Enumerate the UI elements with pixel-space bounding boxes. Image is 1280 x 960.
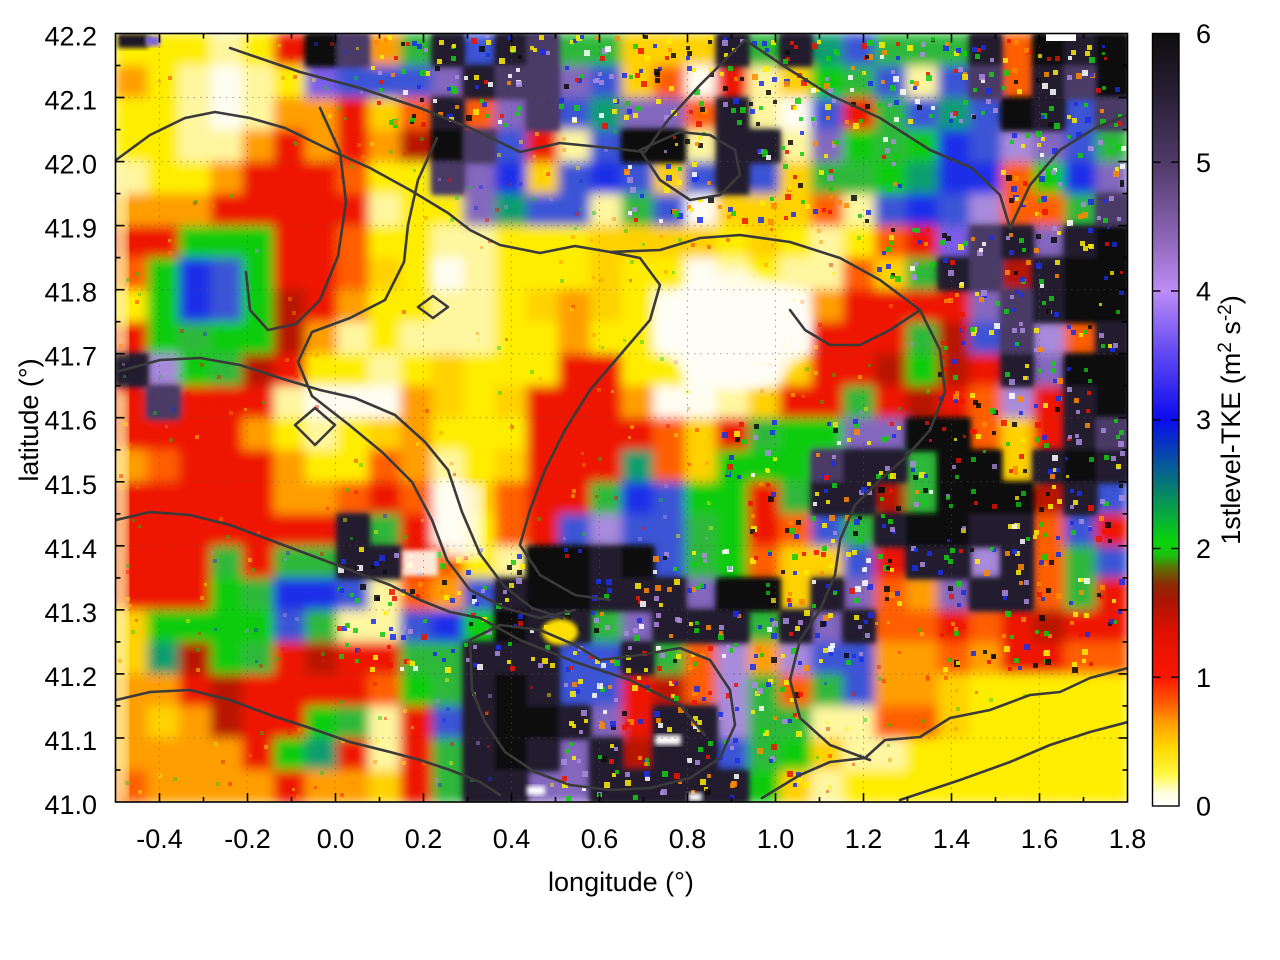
svg-text:6: 6 — [1196, 19, 1211, 49]
svg-text:0.4: 0.4 — [493, 824, 531, 854]
svg-text:longitude (°): longitude (°) — [548, 867, 694, 897]
svg-text:1.2: 1.2 — [845, 824, 883, 854]
svg-text:0.6: 0.6 — [581, 824, 619, 854]
svg-text:41.9: 41.9 — [44, 214, 97, 244]
svg-text:-0.2: -0.2 — [224, 824, 271, 854]
svg-text:41.0: 41.0 — [44, 790, 97, 820]
svg-text:latitude (°): latitude (°) — [14, 358, 44, 481]
svg-text:41.2: 41.2 — [44, 662, 97, 692]
svg-text:0: 0 — [1196, 792, 1211, 822]
svg-text:41.7: 41.7 — [44, 342, 97, 372]
svg-text:41.1: 41.1 — [44, 726, 97, 756]
svg-text:1stlevel-TKE (m2 s-2): 1stlevel-TKE (m2 s-2) — [1215, 295, 1246, 545]
svg-text:4: 4 — [1196, 277, 1211, 307]
svg-text:42.0: 42.0 — [44, 150, 97, 180]
svg-text:42.2: 42.2 — [44, 22, 97, 52]
svg-text:1: 1 — [1196, 663, 1211, 693]
svg-text:5: 5 — [1196, 148, 1211, 178]
svg-text:41.3: 41.3 — [44, 598, 97, 628]
svg-text:3: 3 — [1196, 405, 1211, 435]
svg-text:0.8: 0.8 — [669, 824, 707, 854]
svg-text:42.1: 42.1 — [44, 86, 97, 116]
svg-text:1.0: 1.0 — [757, 824, 795, 854]
svg-text:41.6: 41.6 — [44, 406, 97, 436]
svg-text:-0.4: -0.4 — [136, 824, 183, 854]
svg-text:41.5: 41.5 — [44, 470, 97, 500]
svg-text:2: 2 — [1196, 534, 1211, 564]
svg-text:0.0: 0.0 — [317, 824, 355, 854]
svg-text:41.8: 41.8 — [44, 278, 97, 308]
svg-text:1.8: 1.8 — [1109, 824, 1147, 854]
svg-text:1.4: 1.4 — [933, 824, 971, 854]
svg-text:41.4: 41.4 — [44, 534, 97, 564]
svg-text:1.6: 1.6 — [1021, 824, 1059, 854]
svg-text:0.2: 0.2 — [405, 824, 443, 854]
